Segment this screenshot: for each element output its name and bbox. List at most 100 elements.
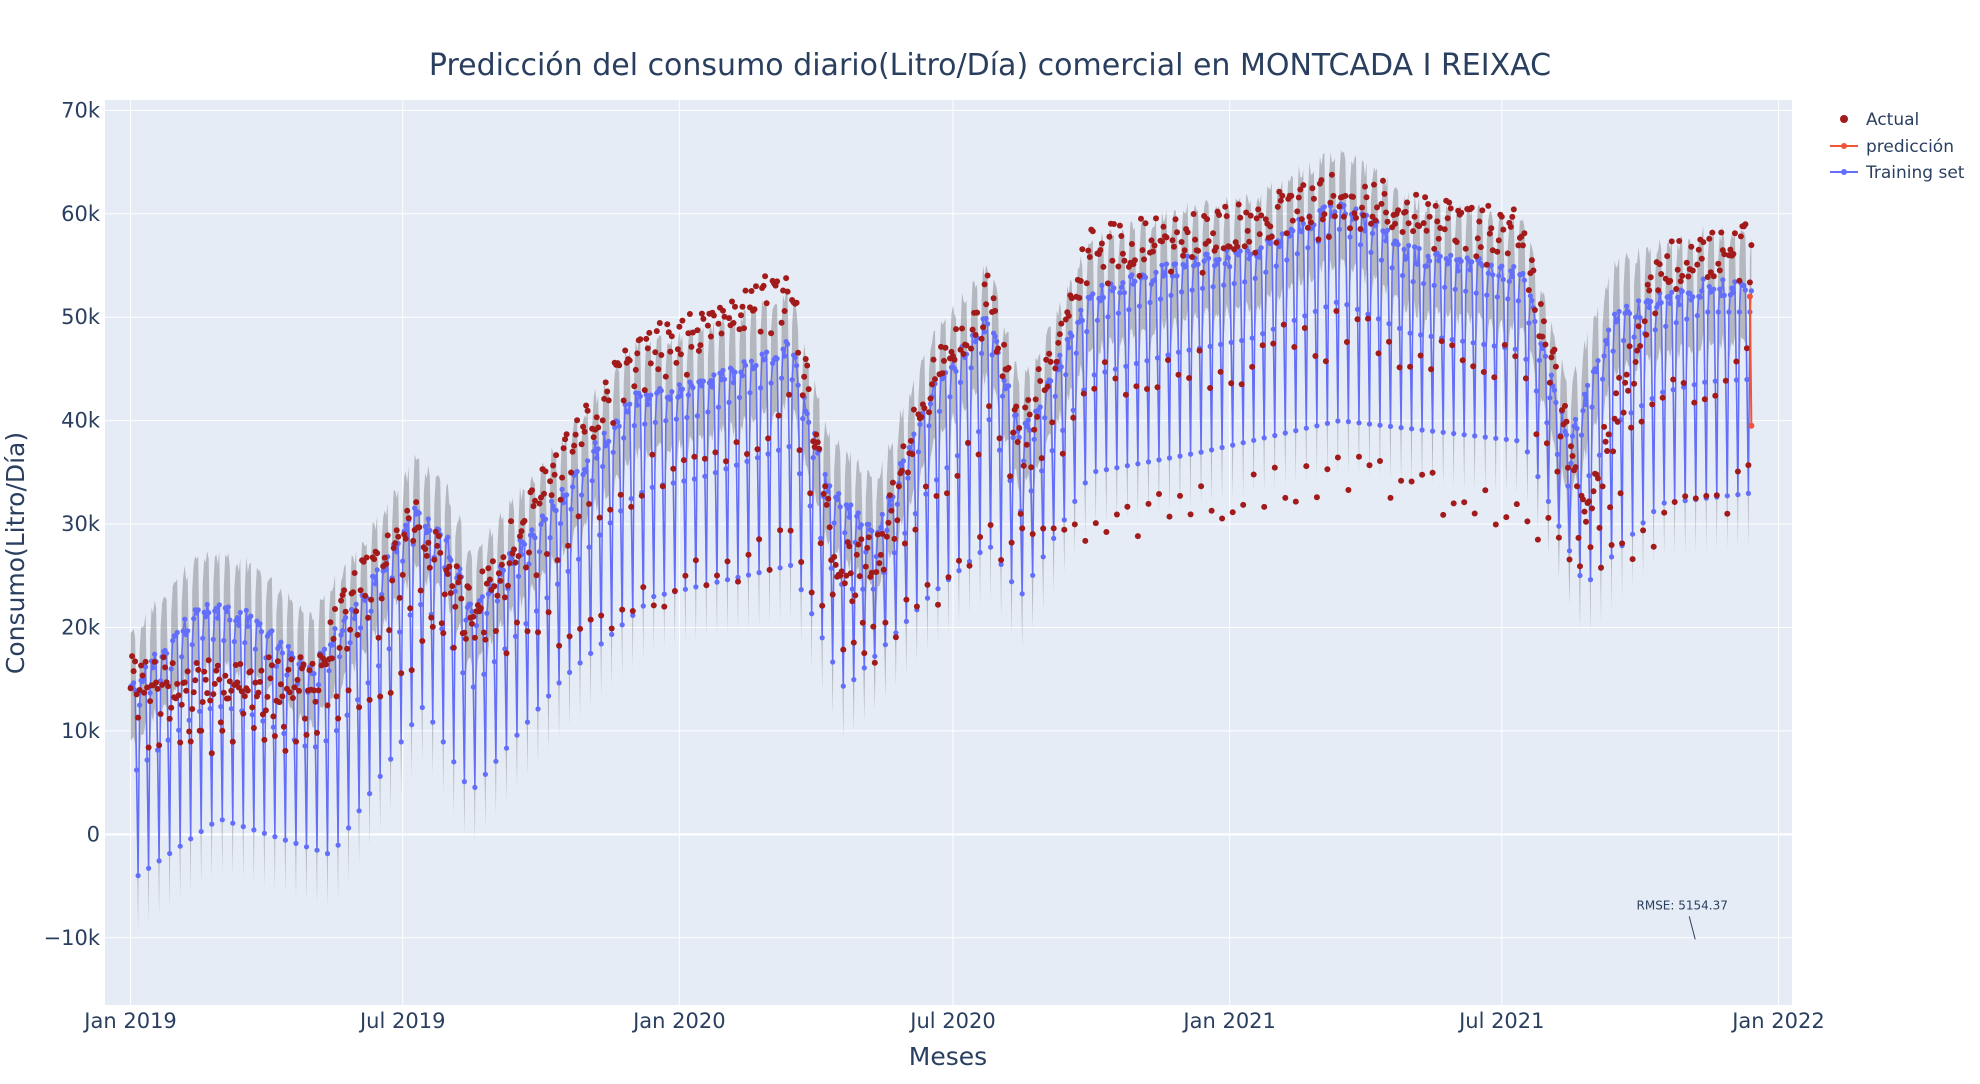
- actual-point: [1022, 404, 1029, 411]
- training-set-point: [1547, 395, 1553, 401]
- training-set-point: [209, 821, 215, 827]
- actual-point: [726, 315, 732, 322]
- training-set-point: [851, 677, 857, 683]
- training-set-point: [1347, 234, 1353, 240]
- actual-point: [1381, 190, 1388, 197]
- actual-point: [1259, 342, 1266, 349]
- training-set-point: [1172, 261, 1179, 267]
- actual-point: [714, 572, 720, 579]
- actual-point: [1625, 387, 1632, 394]
- training-set-point: [568, 506, 574, 512]
- training-set-point: [1584, 382, 1591, 388]
- training-set-point: [565, 568, 571, 574]
- actual-point: [832, 561, 839, 568]
- actual-point: [1512, 353, 1519, 360]
- actual-point: [345, 687, 352, 694]
- training-set-point: [606, 438, 612, 444]
- training-set-point: [1290, 228, 1296, 234]
- actual-point: [596, 514, 603, 521]
- actual-point: [336, 644, 343, 651]
- actual-point: [1540, 318, 1547, 325]
- actual-point: [1324, 466, 1331, 473]
- training-set-point: [983, 315, 989, 322]
- actual-point: [501, 594, 508, 601]
- actual-point: [849, 598, 856, 605]
- training-set-point: [1169, 273, 1176, 279]
- actual-series[interactable]: [127, 171, 1755, 757]
- actual-point: [868, 569, 875, 576]
- legend-item-actual[interactable]: Actual: [1840, 110, 1919, 130]
- actual-point: [1247, 212, 1254, 219]
- training-set-point: [1415, 261, 1421, 267]
- rmse-annotation-text: RMSE: 5154.37: [1637, 898, 1728, 912]
- actual-point: [447, 590, 454, 597]
- actual-point: [1694, 261, 1701, 268]
- actual-point: [560, 445, 567, 452]
- training-set-point: [1509, 274, 1515, 280]
- training-set-point: [538, 521, 544, 528]
- training-set-series[interactable]: [128, 201, 1754, 879]
- prediccion-series[interactable]: [1746, 293, 1755, 429]
- legend[interactable]: Actual predicción Training set: [1830, 110, 1965, 183]
- actual-point: [1097, 247, 1104, 254]
- actual-point: [154, 685, 161, 692]
- training-set-point: [685, 392, 692, 398]
- actual-point: [1626, 343, 1633, 350]
- training-set-point: [1649, 396, 1655, 402]
- actual-point: [735, 578, 741, 585]
- training-set-point: [207, 706, 213, 712]
- actual-point: [135, 714, 142, 721]
- actual-point: [756, 536, 763, 543]
- actual-point: [1434, 218, 1441, 225]
- actual-point: [1590, 488, 1597, 495]
- training-set-point: [1133, 360, 1139, 367]
- training-set-point: [1675, 294, 1681, 300]
- actual-point: [622, 347, 629, 354]
- actual-point: [506, 560, 513, 567]
- training-set-point: [1132, 278, 1138, 284]
- legend-item-training-set[interactable]: Training set: [1830, 163, 1965, 183]
- actual-point: [1144, 386, 1150, 392]
- actual-point: [859, 619, 866, 626]
- training-set-point: [1616, 308, 1622, 315]
- actual-point: [732, 303, 738, 310]
- actual-point: [1528, 257, 1535, 264]
- actual-point: [1222, 203, 1229, 210]
- training-set-point: [1446, 258, 1452, 264]
- training-set-point: [191, 616, 197, 622]
- training-set-point: [765, 451, 771, 457]
- actual-point: [169, 660, 176, 667]
- actual-point: [144, 684, 151, 691]
- actual-point: [879, 530, 886, 537]
- actual-point: [479, 568, 486, 575]
- actual-point: [408, 667, 415, 674]
- training-set-point: [1503, 436, 1509, 442]
- training-set-point: [1028, 488, 1034, 494]
- prediccion-line: [1748, 296, 1753, 426]
- actual-point: [1634, 347, 1641, 354]
- training-set-point: [607, 520, 613, 526]
- training-set-point: [225, 604, 231, 610]
- training-set-point: [1702, 379, 1708, 385]
- actual-point: [211, 680, 218, 687]
- training-set-point: [409, 722, 415, 728]
- training-set-point: [1419, 427, 1425, 433]
- training-set-point: [219, 817, 225, 823]
- training-set-point: [1389, 265, 1395, 271]
- actual-point: [1246, 238, 1253, 245]
- training-set-point: [174, 629, 180, 636]
- actual-point: [598, 612, 605, 619]
- actual-point: [1637, 343, 1644, 349]
- actual-point: [515, 553, 522, 560]
- y-tick-label: 50k: [61, 305, 101, 329]
- training-set-point: [1201, 258, 1207, 264]
- actual-point: [1670, 376, 1677, 383]
- actual-point: [234, 679, 241, 686]
- legend-label-prediccion: predicción: [1866, 137, 1954, 157]
- legend-item-prediccion[interactable]: predicción: [1830, 137, 1954, 157]
- training-set-point: [1615, 316, 1621, 322]
- actual-point: [324, 702, 331, 709]
- training-set-point: [1344, 302, 1350, 308]
- actual-point: [1163, 234, 1170, 241]
- actual-point: [1377, 458, 1383, 464]
